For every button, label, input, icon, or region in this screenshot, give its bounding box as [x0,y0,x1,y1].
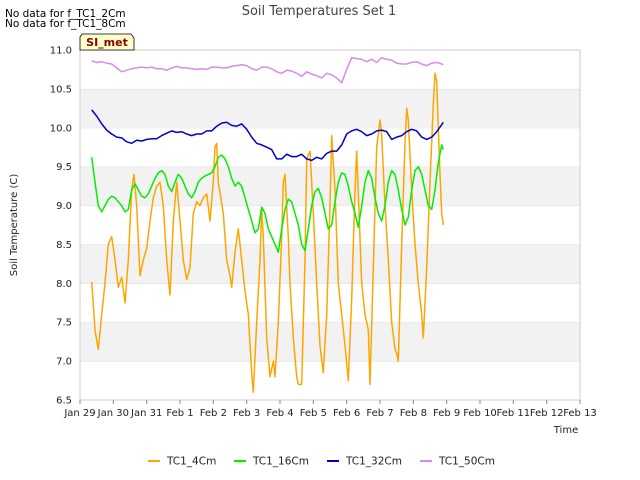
y-tick-label: 10.5 [50,84,72,95]
grid-band [80,88,580,128]
series-line-tc1-4cm [90,72,445,393]
x-tick-label: Feb 6 [333,408,360,419]
y-tick-label: 7.0 [56,357,72,368]
y-tick-label: 7.5 [56,318,72,329]
x-tick-label: Feb 1 [166,408,193,419]
y-tick-label: 11.0 [50,46,72,57]
x-tick-label: Feb 8 [400,408,427,419]
legend-label: TC1_16Cm [252,456,309,468]
series-line-tc1-50cm [91,57,444,84]
legend-label: TC1_50Cm [438,456,495,468]
plot-frame [79,49,581,401]
y-tick-label: 6.5 [56,396,72,407]
x-tick-label: Feb 9 [433,408,460,419]
series-line-tc1-32cm [91,109,444,162]
x-axis-label: Time [553,425,578,436]
legend: TC1_4Cm TC1_16Cm TC1_32Cm TC1_50Cm [148,456,495,468]
grid-band [80,361,580,400]
x-tick-label: Feb 11 [497,408,531,419]
grid-band [80,50,580,89]
x-tick-label: Feb 2 [200,408,227,419]
x-tick-label: Feb 3 [233,408,260,419]
no-data-notice-2cm: No data for f_TC1_2Cm [5,8,126,20]
x-tick-label: Feb 13 [563,408,597,419]
series-line-tc1-16cm [90,144,445,253]
site-badge: SI_met [79,33,135,51]
x-tick-label: Jan 29 [63,408,95,419]
y-tick-label: 8.0 [56,279,72,290]
x-tick-label: Jan 31 [130,408,162,419]
grid-band [80,283,580,323]
y-tick-label: 9.5 [56,162,72,173]
grid-band [80,322,580,362]
no-data-notice-8cm: No data for f_TC1_8Cm [5,18,126,30]
site-badge-label: SI_met [86,36,128,49]
x-tick-label: Feb 7 [366,408,393,419]
legend-label: TC1_32Cm [345,456,402,468]
x-tick-label: Feb 10 [463,408,497,419]
x-tick-label: Feb 12 [530,408,564,419]
x-tick-label: Feb 4 [266,408,293,419]
y-axis-label: Soil Temperature (C) [9,174,20,277]
y-tick-label: 10.0 [50,123,72,134]
legend-label: TC1_4Cm [166,456,216,468]
grid-band [80,127,580,167]
y-tick-label: 8.5 [56,240,72,251]
x-tick-label: Jan 30 [97,408,129,419]
grid-band [80,244,580,284]
x-tick-label: Feb 5 [300,408,327,419]
chart-title: Soil Temperatures Set 1 [242,4,397,19]
y-tick-label: 9.0 [56,201,72,212]
